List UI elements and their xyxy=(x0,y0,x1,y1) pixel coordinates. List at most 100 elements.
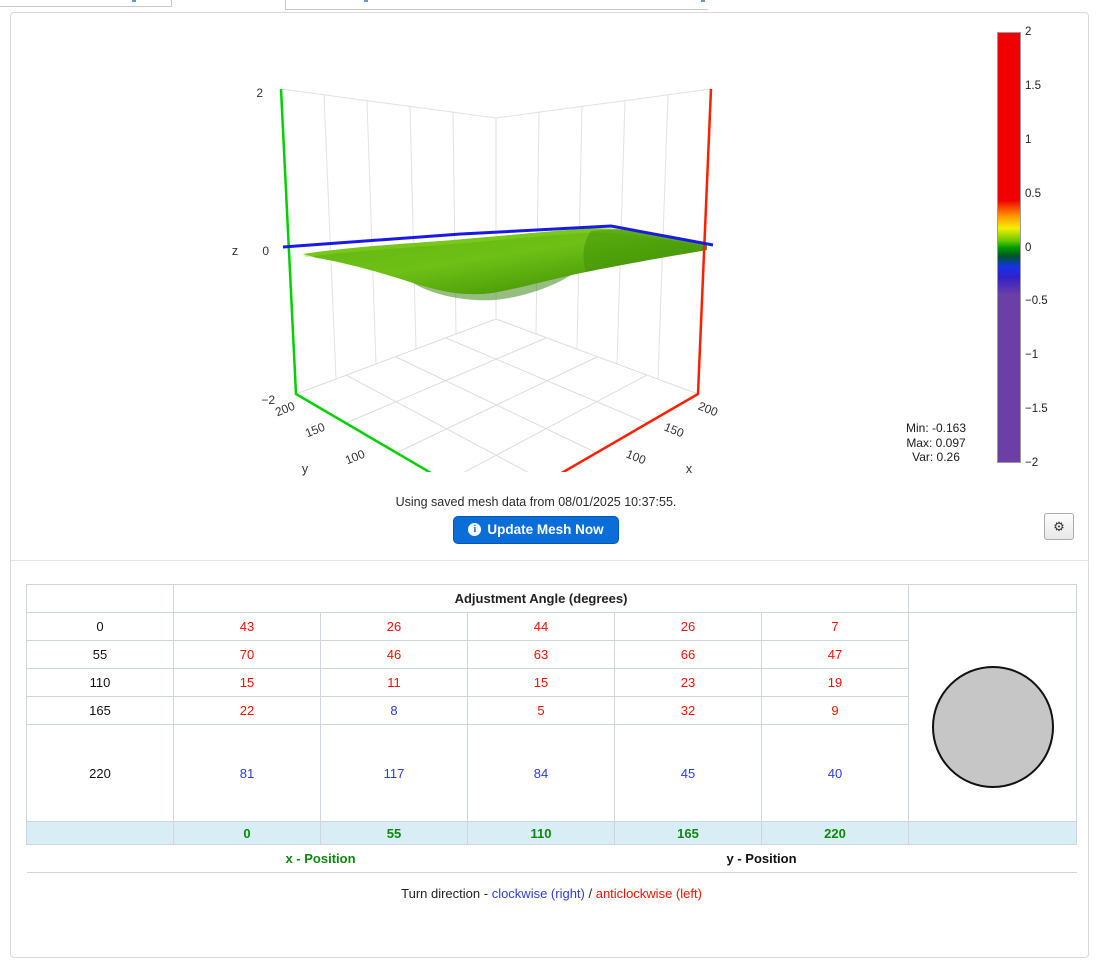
y-axis-line xyxy=(279,88,432,472)
turn-clockwise-label: clockwise (right) xyxy=(491,885,585,901)
turn-direction-prefix: Turn direction - xyxy=(401,885,492,901)
turn-anticlockwise-label: anticlockwise (left) xyxy=(595,885,702,901)
colorbar-tick-label: 2 xyxy=(1025,26,1032,38)
colorbar-tick-label: 0.5 xyxy=(1025,187,1041,200)
col-label: 165 xyxy=(614,821,762,845)
angle-table-wrap: Adjustment Angle (degrees) 0 43 26 44 26 7 55 7… xyxy=(26,584,1078,914)
stat-var: Var: 0.26 xyxy=(912,450,960,465)
tab-label-fragment xyxy=(364,0,368,2)
angle-cell: 15 xyxy=(173,668,321,697)
stat-min: Min: -0.163 xyxy=(905,421,967,435)
x-axis-line xyxy=(560,88,713,472)
col-label-spacer xyxy=(908,821,1078,845)
angle-cell: 46 xyxy=(320,640,468,669)
settings-button[interactable]: ⚙ xyxy=(1044,513,1074,540)
mesh-controls: Using saved mesh data from 08/01/2025 10… xyxy=(11,495,1061,544)
x-tick: 200 xyxy=(696,399,720,420)
update-mesh-button-label: Update Mesh Now xyxy=(487,522,604,537)
tab-stub-left[interactable] xyxy=(0,0,172,7)
colorbar-tick-label: 0 xyxy=(1025,241,1032,254)
y-axis-label: y xyxy=(302,462,309,476)
y-tick: 200 xyxy=(273,399,297,420)
col-label: 0 xyxy=(173,821,321,845)
col-label-spacer xyxy=(26,821,174,845)
adjustment-angle-table: Adjustment Angle (degrees) 0 43 26 44 26 7 55 7… xyxy=(26,584,1078,914)
col-label: 55 xyxy=(320,821,468,845)
mesh-status-text: Using saved mesh data from 08/01/2025 10… xyxy=(395,495,677,509)
turn-direction-legend: Turn direction - clockwise (right) / ant… xyxy=(26,872,1077,914)
table-row: 220 81 117 84 45 40 xyxy=(26,724,1077,822)
angle-table-body: 0 43 26 44 26 7 55 70 46 63 66 47 110 15 11 15 23 19 165 22… xyxy=(26,612,1078,845)
tab-label-fragment xyxy=(132,0,136,2)
angle-cell: 19 xyxy=(760,668,910,697)
x-tick: 100 xyxy=(624,447,648,468)
turn-direction-row: Turn direction - clockwise (right) / ant… xyxy=(26,872,1077,914)
angle-cell: 45 xyxy=(614,724,762,822)
colorbar xyxy=(997,32,1021,463)
angle-cell: 47 xyxy=(760,640,910,669)
row-label: 220 xyxy=(26,724,174,822)
z-tick: 0 xyxy=(262,244,269,258)
colorbar-tick-label: −2 xyxy=(1025,457,1039,469)
angle-cell: 26 xyxy=(320,612,468,641)
zero-plane-line xyxy=(282,224,714,249)
turn-direction-separator: / xyxy=(584,885,596,901)
info-icon: i xyxy=(468,523,482,536)
angle-cell: 32 xyxy=(614,696,762,725)
tab-label-fragment xyxy=(701,0,705,2)
angle-cell: 5 xyxy=(467,696,615,725)
gear-icon: ⚙ xyxy=(1053,518,1065,534)
z-axis-label: z xyxy=(232,244,238,258)
col-label: 110 xyxy=(467,821,615,845)
stats-block: Min: -0.163 Max: 0.097 Var: 0.26 xyxy=(869,421,1003,465)
dial-circle xyxy=(931,665,1054,788)
y-tick: 100 xyxy=(343,447,367,468)
colorbar-tick-label: −0.5 xyxy=(1025,295,1048,308)
angle-cell: 22 xyxy=(173,696,321,725)
row-label: 165 xyxy=(26,696,174,725)
col-labels-row: 0 55 110 165 220 xyxy=(26,821,1078,845)
dial-cell xyxy=(908,612,1078,822)
table-row: 165 22 8 5 32 9 xyxy=(26,696,1077,725)
surface-mesh xyxy=(303,228,707,301)
angle-cell: 23 xyxy=(614,668,762,697)
z-tick: −2 xyxy=(261,393,275,407)
colorbar-tick-label: 1.5 xyxy=(1025,79,1041,92)
table-title: Adjustment Angle (degrees) xyxy=(172,584,910,613)
angle-cell: 81 xyxy=(173,724,321,822)
angle-cell: 7 xyxy=(760,612,910,641)
title-spacer-cell xyxy=(908,584,1078,613)
x-position-label: x - Position xyxy=(26,844,615,873)
main-panel: 2 0 −2 z 200 150 100 y 200 150 100 x Min… xyxy=(10,12,1089,958)
angle-cell: 15 xyxy=(467,668,615,697)
position-spacer-cell xyxy=(908,844,1077,873)
floor-gridlines xyxy=(295,318,699,472)
z-tick: 2 xyxy=(256,86,263,100)
colorbar-tick-label: 1 xyxy=(1025,133,1032,146)
update-mesh-button[interactable]: i Update Mesh Now xyxy=(453,516,619,544)
table-row: 110 15 11 15 23 19 xyxy=(26,668,1077,697)
row-label: 55 xyxy=(26,640,174,669)
row-label: 0 xyxy=(26,612,174,641)
surface-plot-canvas[interactable]: 2 0 −2 z 200 150 100 y 200 150 100 x xyxy=(11,13,1091,561)
angle-cell: 44 xyxy=(467,612,615,641)
plot-section: 2 0 −2 z 200 150 100 y 200 150 100 x Min… xyxy=(11,13,1089,561)
tab-stub-right[interactable] xyxy=(285,0,708,10)
y-position-label: y - Position xyxy=(614,844,909,873)
angle-cell: 43 xyxy=(173,612,321,641)
angle-cell: 40 xyxy=(760,724,910,822)
angle-cell: 84 xyxy=(467,724,615,822)
angle-cell: 9 xyxy=(760,696,910,725)
table-title-row: Adjustment Angle (degrees) xyxy=(26,584,1078,613)
col-label: 220 xyxy=(760,821,910,845)
x-tick: 150 xyxy=(662,420,686,441)
angle-cell: 63 xyxy=(467,640,615,669)
x-axis-label: x xyxy=(686,462,693,476)
colorbar-tick-label: −1 xyxy=(1025,349,1039,362)
title-spacer-cell xyxy=(26,584,174,613)
angle-cell: 11 xyxy=(320,668,468,697)
position-labels-row: x - Position y - Position xyxy=(26,844,1077,873)
table-row: 0 43 26 44 26 7 xyxy=(26,612,1078,822)
angle-cell: 8 xyxy=(320,696,468,725)
angle-cell: 117 xyxy=(320,724,468,822)
